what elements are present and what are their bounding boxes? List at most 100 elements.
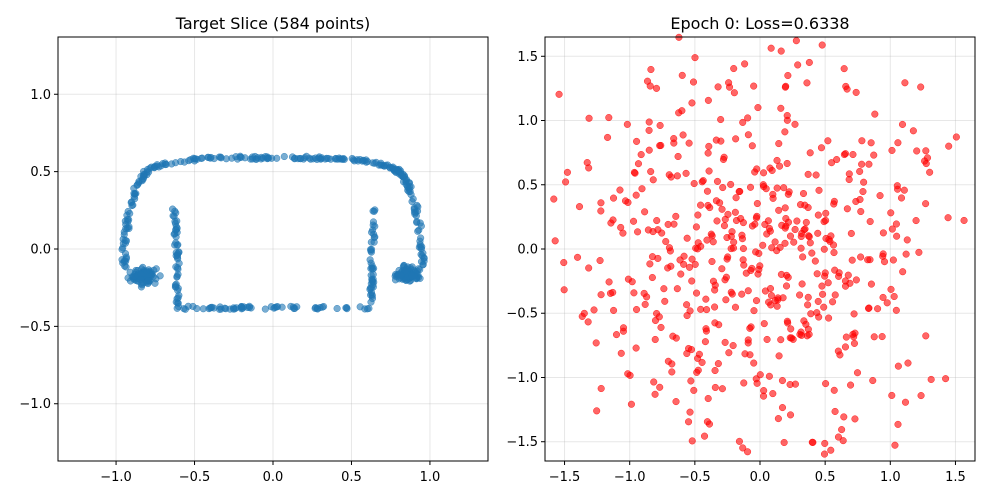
scatter-point bbox=[739, 444, 747, 452]
scatter-point bbox=[867, 280, 875, 288]
scatter-point bbox=[651, 335, 659, 344]
scatter-point bbox=[922, 147, 930, 155]
scatter-point bbox=[634, 228, 642, 236]
scatter-point bbox=[678, 107, 686, 115]
scatter-point bbox=[774, 294, 782, 302]
scatter-point bbox=[711, 303, 719, 311]
scatter-point bbox=[926, 168, 934, 176]
scatter-point bbox=[593, 407, 601, 415]
scatter-point bbox=[892, 220, 900, 228]
y-tick-label: −1.0 bbox=[506, 371, 538, 386]
scatter-point bbox=[623, 120, 631, 128]
scatter-point bbox=[151, 279, 159, 287]
scatter-point bbox=[605, 278, 613, 286]
scatter-point bbox=[786, 232, 795, 240]
scatter-point bbox=[575, 203, 584, 211]
scatter-point bbox=[180, 305, 188, 313]
scatter-point bbox=[735, 437, 743, 445]
scatter-point bbox=[417, 258, 426, 266]
scatter-point bbox=[780, 438, 788, 447]
scatter-point bbox=[215, 153, 223, 161]
scatter-point bbox=[790, 238, 798, 246]
scatter-point bbox=[550, 195, 558, 203]
scatter-point bbox=[616, 186, 624, 194]
scatter-point bbox=[689, 78, 698, 86]
scatter-point bbox=[367, 247, 375, 255]
scatter-point bbox=[922, 200, 930, 208]
scatter-point bbox=[769, 390, 777, 398]
scatter-point bbox=[849, 330, 857, 338]
scatter-point bbox=[655, 313, 663, 321]
scatter-point bbox=[312, 303, 320, 312]
scatter-point bbox=[799, 253, 807, 261]
x-tick-label: 0.0 bbox=[263, 470, 284, 485]
scatter-point bbox=[563, 168, 571, 176]
scatter-point bbox=[813, 309, 821, 317]
scatter-point bbox=[852, 88, 860, 96]
scatter-point bbox=[729, 342, 737, 350]
scatter-point bbox=[857, 207, 865, 216]
scatter-point bbox=[217, 305, 225, 313]
scatter-point bbox=[632, 344, 640, 352]
scatter-point bbox=[287, 302, 295, 310]
scatter-point bbox=[686, 408, 694, 416]
scatter-point bbox=[912, 217, 920, 225]
scatter-point bbox=[797, 244, 805, 252]
scatter-point bbox=[744, 448, 752, 456]
scatter-point bbox=[649, 176, 657, 184]
scatter-point bbox=[804, 293, 812, 301]
scatter-point bbox=[817, 144, 826, 152]
scatter-point bbox=[677, 270, 685, 278]
scatter-point bbox=[128, 273, 136, 281]
scatter-point bbox=[662, 237, 670, 246]
scatter-point bbox=[690, 179, 698, 188]
scatter-point bbox=[945, 142, 953, 150]
scatter-point bbox=[672, 334, 680, 342]
scatter-point bbox=[369, 226, 377, 234]
scatter-point bbox=[850, 310, 858, 318]
scatter-point bbox=[763, 230, 771, 238]
scatter-point bbox=[740, 379, 748, 387]
scatter-point bbox=[657, 141, 665, 150]
scatter-point bbox=[719, 155, 728, 164]
scatter-point bbox=[324, 154, 332, 162]
scatter-point bbox=[820, 450, 829, 458]
scatter-point bbox=[796, 291, 804, 299]
scatter-point bbox=[700, 432, 709, 440]
y-tick-label: 0.0 bbox=[30, 243, 51, 258]
scatter-point bbox=[774, 415, 782, 423]
scatter-point bbox=[777, 47, 785, 55]
scatter-point bbox=[668, 368, 676, 376]
scatter-point bbox=[610, 306, 618, 314]
scatter-point bbox=[808, 249, 816, 257]
scatter-point bbox=[717, 115, 725, 124]
scatter-point bbox=[728, 290, 736, 298]
scatter-point bbox=[888, 146, 896, 154]
scatter-point bbox=[704, 149, 712, 157]
scatter-point bbox=[824, 279, 832, 287]
scatter-point bbox=[634, 160, 643, 168]
scatter-point bbox=[822, 209, 830, 217]
scatter-point bbox=[410, 208, 419, 216]
scatter-point bbox=[915, 248, 923, 256]
scatter-point bbox=[805, 232, 813, 240]
scatter-point bbox=[892, 306, 900, 314]
scatter-point bbox=[904, 359, 912, 367]
scatter-point bbox=[807, 310, 815, 318]
scatter-point bbox=[670, 135, 678, 143]
scatter-point bbox=[784, 319, 792, 327]
scatter-point bbox=[917, 83, 925, 91]
scatter-point bbox=[747, 323, 755, 331]
scatter-point bbox=[204, 153, 212, 161]
scatter-point bbox=[894, 362, 902, 370]
scatter-point bbox=[799, 189, 808, 198]
scatter-point bbox=[820, 303, 828, 311]
scatter-point bbox=[738, 235, 747, 243]
scatter-point bbox=[754, 270, 762, 278]
scatter-point bbox=[694, 245, 702, 253]
scatter-point bbox=[859, 188, 867, 196]
y-tick-label: −1.0 bbox=[19, 397, 51, 412]
scatter-point bbox=[792, 37, 800, 45]
scatter-point bbox=[703, 187, 712, 195]
scatter-point bbox=[619, 229, 627, 237]
